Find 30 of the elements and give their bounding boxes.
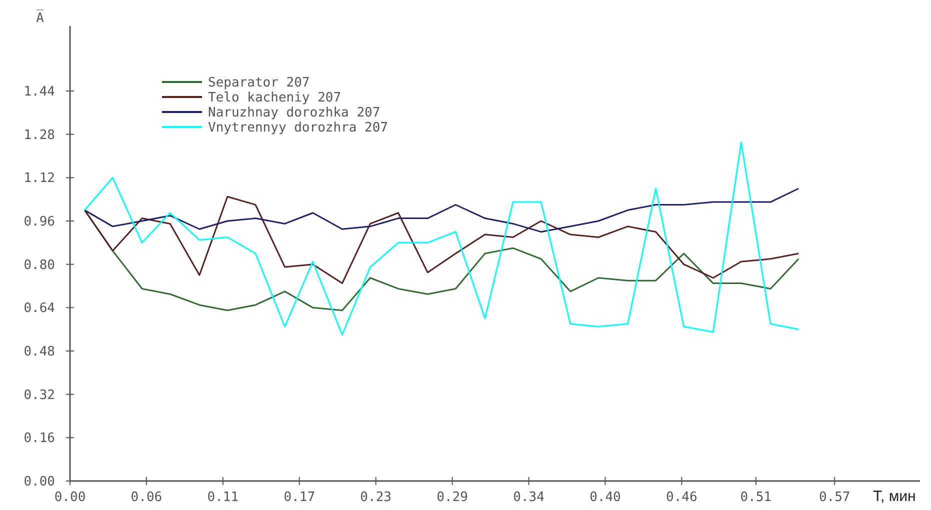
- x-tick-label: 0.29: [436, 490, 468, 505]
- y-tick-label: 0.16: [24, 431, 55, 446]
- x-tick-label: 0.06: [130, 490, 162, 505]
- legend-label: Vnytrennyy dorozhra 207: [208, 120, 388, 136]
- x-tick-label: 0.17: [284, 490, 316, 505]
- y-tick-label: 1.44: [24, 84, 56, 100]
- legend-label: Separator 207: [208, 76, 310, 91]
- x-tick-label: 0.11: [207, 490, 239, 505]
- y-tick-label: 0.64: [24, 301, 56, 316]
- x-tick-label: 0.46: [666, 490, 698, 505]
- y-tick-label: 0.96: [24, 214, 55, 230]
- x-tick-label: 0.00: [54, 490, 86, 505]
- y-tick-label: 1.12: [24, 171, 55, 186]
- y-tick-label: 1.28: [24, 128, 55, 143]
- x-axis-title: T, мин: [873, 488, 916, 505]
- y-tick-label: 0.80: [24, 258, 55, 273]
- x-tick-label: 0.34: [513, 490, 545, 505]
- y-tick-label: 0.00: [24, 474, 55, 490]
- legend-label: Naruzhnay dorozhka 207: [208, 106, 380, 121]
- x-tick-label: 0.57: [818, 490, 850, 505]
- x-tick-label: 0.23: [360, 490, 392, 505]
- line-series: [84, 188, 800, 233]
- y-tick-label: 0.48: [24, 344, 55, 360]
- legend-label: Telo kacheniy 207: [208, 90, 342, 106]
- x-tick-label: 0.40: [590, 490, 621, 505]
- y-tick-label: 0.32: [24, 388, 55, 403]
- line-series: [84, 142, 800, 336]
- line-series: [84, 196, 800, 284]
- y-axis-title: A̅: [36, 10, 44, 26]
- x-tick-label: 0.51: [740, 490, 772, 505]
